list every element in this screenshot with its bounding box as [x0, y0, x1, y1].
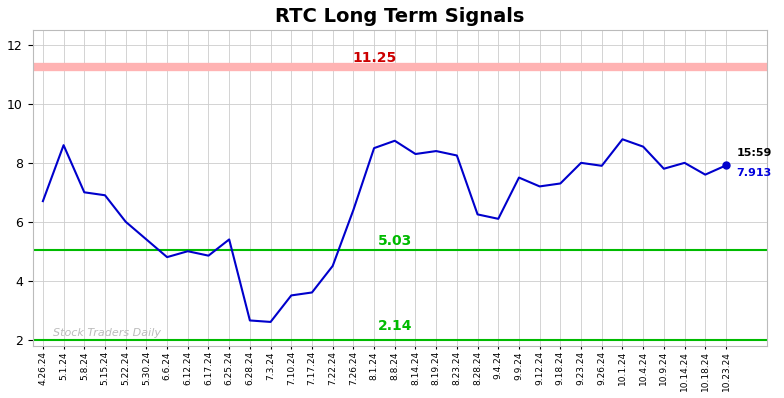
Text: Stock Traders Daily: Stock Traders Daily: [53, 328, 162, 338]
Title: RTC Long Term Signals: RTC Long Term Signals: [275, 7, 524, 26]
Text: 5.03: 5.03: [378, 234, 412, 248]
Text: 7.913: 7.913: [736, 168, 771, 178]
Text: 15:59: 15:59: [736, 148, 771, 158]
Text: 2.14: 2.14: [378, 319, 412, 333]
Text: 11.25: 11.25: [352, 51, 396, 65]
